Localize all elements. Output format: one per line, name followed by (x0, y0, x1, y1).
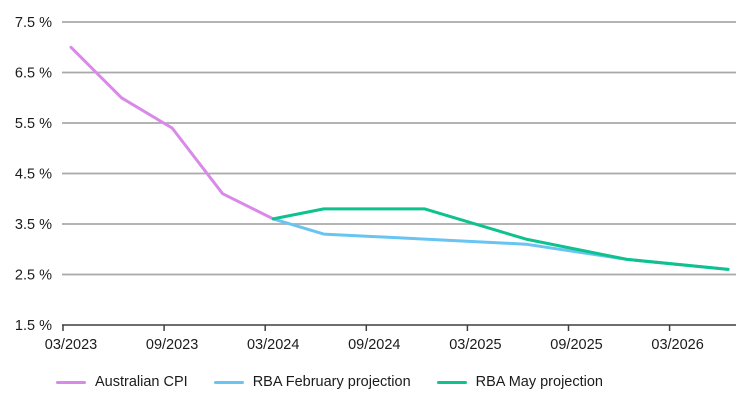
y-axis-tick-label: 6.5 % (15, 66, 52, 82)
line-swatch-icon (436, 380, 467, 384)
legend-label: Australian CPI (95, 374, 188, 390)
x-axis-tick-label: 09/2024 (348, 337, 400, 353)
x-axis-tick-label: 03/2024 (247, 337, 299, 353)
series-line-rba-may-projection (271, 207, 730, 271)
y-axis-tick-label: 3.5 % (15, 217, 52, 233)
legend-item-australian-cpi[interactable]: Australian CPI (56, 375, 188, 390)
series-line-australian-cpi (69, 45, 275, 221)
legend-label: RBA February projection (252, 374, 411, 390)
chart-legend: Australian CPI RBA February projection R… (56, 375, 603, 390)
legend-item-rba-may-projection[interactable]: RBA May projection (436, 374, 603, 390)
y-axis-tick-label: 7.5 % (15, 15, 52, 31)
chart-plot-area: 7.5 % 6.5 % 5.5 % 4.5 % 3.5 % 2.5 % 1.5 % 03/20… (15, 15, 736, 353)
y-axis-tick-label: 1.5 % (15, 318, 52, 334)
y-axis-tick-label: 4.5 % (15, 167, 52, 183)
x-axis-tick-label: 03/2023 (45, 337, 97, 353)
legend-item-rba-february-projection[interactable]: RBA February projection (213, 374, 411, 390)
line-swatch-icon (213, 380, 244, 384)
x-axis-tick-label: 03/2025 (449, 337, 501, 353)
y-axis-tick-label: 5.5 % (15, 116, 52, 132)
x-axis-tick-label: 09/2023 (146, 337, 198, 353)
x-axis-tick-label: 09/2025 (550, 337, 602, 353)
line-swatch-icon (56, 380, 86, 384)
x-axis-tick-label: 03/2026 (651, 337, 703, 353)
y-axis-tick-label: 2.5 % (15, 268, 52, 284)
legend-label: RBA May projection (475, 374, 603, 390)
